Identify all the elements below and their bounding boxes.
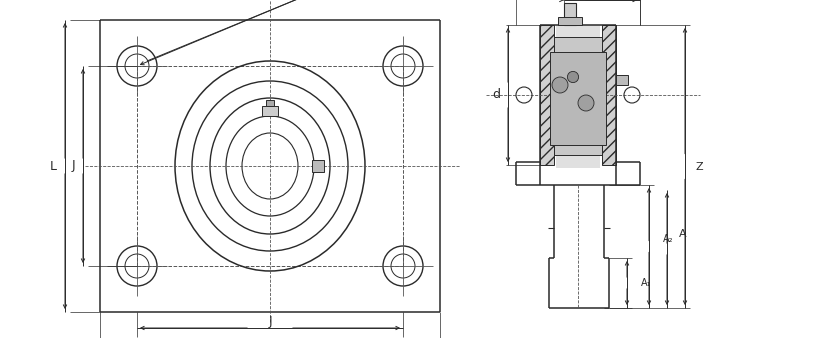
Bar [266,100,274,106]
Bar [558,17,582,25]
Bar [616,75,628,85]
Circle shape [567,71,579,82]
Circle shape [552,77,568,93]
Bar [602,25,616,165]
Bar [540,25,554,165]
Text: J: J [268,315,272,329]
Bar [564,3,576,25]
Text: A: A [679,229,686,239]
Bar [554,37,602,155]
Text: A₂: A₂ [663,234,673,243]
Bar [262,106,278,116]
Bar [550,52,606,145]
Text: d: d [492,89,500,101]
Circle shape [578,95,594,111]
Bar [556,25,600,168]
Text: L: L [50,160,56,172]
Text: A₁: A₁ [641,278,651,288]
Text: Z: Z [695,162,703,171]
Text: J: J [71,160,75,172]
Bar [312,160,324,172]
